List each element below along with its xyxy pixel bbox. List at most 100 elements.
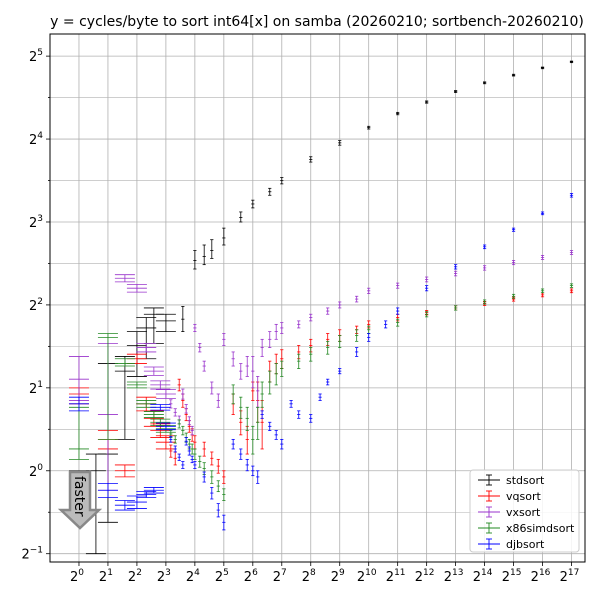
y-tick-label: 21 (29, 380, 43, 397)
error-bar (355, 347, 359, 357)
error-bar (367, 320, 371, 329)
error-bar (309, 414, 313, 423)
error-bar (268, 331, 272, 348)
error-bar (190, 443, 194, 455)
error-bar (202, 360, 206, 372)
legend-label: vqsort (506, 490, 541, 503)
error-bar (540, 66, 545, 70)
plot-frame (49, 33, 586, 563)
x-tick-label: 217 (560, 568, 580, 585)
error-bar (297, 320, 301, 329)
legend-label: x86simdsort (506, 522, 575, 535)
error-bar (482, 299, 487, 305)
error-bar (202, 244, 206, 266)
legend-label: vxsort (506, 506, 541, 519)
x-tick-label: 25 (215, 568, 229, 585)
error-bar (155, 422, 176, 431)
error-bar (326, 340, 330, 355)
error-bar (511, 227, 516, 232)
error-bar (251, 425, 255, 455)
y-axis-ticks: 2−1 20 21 22 23 24 25 (21, 48, 50, 563)
error-bar (245, 356, 249, 377)
error-bar (569, 193, 574, 198)
error-bar (222, 227, 226, 246)
error-bar (202, 441, 206, 457)
x-tick-label: 214 (473, 568, 493, 585)
error-bar (309, 156, 313, 163)
error-bar (187, 446, 191, 456)
error-bar (260, 381, 264, 408)
error-bar (425, 276, 429, 283)
error-bar (326, 378, 330, 386)
error-bar (126, 283, 147, 293)
error-bar (181, 425, 185, 436)
y-tick-label: 24 (29, 131, 43, 148)
error-bar (190, 455, 194, 464)
error-bar (193, 250, 197, 270)
error-bar (297, 353, 301, 369)
error-bar (355, 295, 359, 303)
error-bar (114, 464, 135, 478)
down-arrow-icon (57, 470, 103, 530)
error-bar (396, 318, 400, 327)
error-bar (367, 125, 371, 130)
error-bar (210, 470, 214, 484)
error-bar (150, 404, 171, 411)
series-djbsort (68, 193, 574, 531)
x-tick-label: 23 (157, 568, 171, 585)
error-bar (260, 410, 264, 419)
legend-item-djbsort: djbsort (478, 538, 545, 551)
error-bar (245, 458, 249, 472)
error-bar (222, 333, 226, 346)
error-bar (143, 487, 164, 494)
error-bar (256, 406, 260, 440)
error-bar (202, 471, 206, 483)
error-bar (454, 270, 458, 277)
legend-item-vxsort: vxsort (478, 506, 541, 519)
x-tick-label: 210 (357, 568, 377, 585)
error-bar (482, 81, 487, 85)
error-bar (367, 287, 371, 294)
error-bar (569, 283, 574, 288)
error-bar (540, 288, 545, 294)
error-bar (338, 140, 342, 146)
error-bar (222, 514, 226, 531)
error-bar (184, 437, 188, 446)
error-bar (210, 381, 214, 395)
error-bar (169, 444, 173, 458)
error-bar (280, 177, 284, 185)
error-bar (569, 250, 574, 255)
error-bar (425, 100, 429, 104)
error-bar (155, 435, 176, 450)
error-bar (177, 453, 181, 461)
x-tick-label: 22 (128, 568, 142, 585)
x-tick-label: 21 (99, 568, 113, 585)
error-bar (155, 389, 176, 399)
error-bar (126, 381, 147, 389)
error-bar (231, 438, 235, 450)
error-bar (338, 368, 342, 375)
error-bar (198, 342, 202, 353)
error-bar (177, 419, 181, 429)
x-tick-label: 20 (70, 568, 84, 585)
error-bar (569, 288, 574, 294)
faster-arrow: faster (57, 470, 103, 530)
error-bar (97, 333, 118, 440)
error-bar (326, 307, 330, 315)
error-bar (251, 199, 255, 209)
error-bar (173, 445, 177, 453)
error-bar (210, 239, 214, 259)
error-bar (338, 301, 342, 309)
error-bar (454, 305, 458, 311)
error-bar (482, 244, 487, 250)
legend-label: djbsort (506, 538, 545, 551)
x-tick-label: 216 (531, 568, 551, 585)
x-tick-label: 211 (386, 568, 406, 585)
error-bar (143, 411, 164, 418)
error-bar (309, 347, 313, 362)
error-bar (68, 406, 89, 460)
legend-item-stdsort: stdsort (478, 474, 545, 487)
error-bar (274, 323, 278, 340)
faster-label: faster (71, 476, 87, 517)
